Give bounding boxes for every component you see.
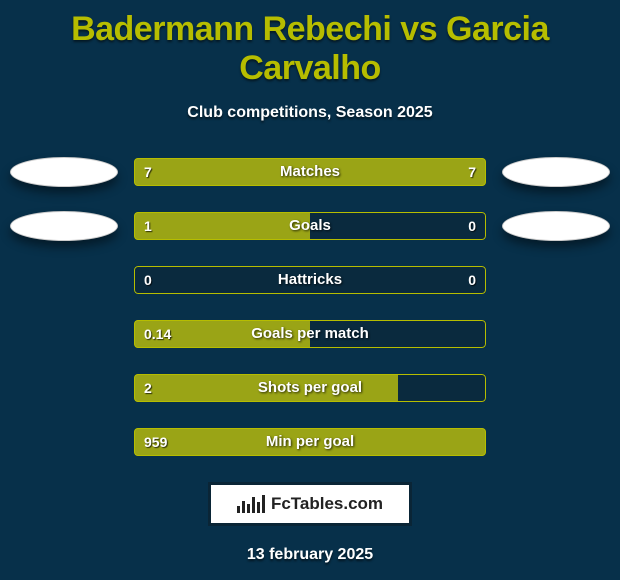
right-pill [502,211,610,241]
right-fill [310,374,398,402]
right-value [466,320,486,348]
right-fill [310,428,486,456]
stat-row: Shots per goal2 [0,374,620,402]
left-pill [10,211,118,241]
stat-bar: Hattricks00 [134,266,486,294]
page-title: Badermann Rebechi vs Garcia Carvalho [0,0,620,88]
left-value: 0 [134,266,162,294]
left-pill [10,157,118,187]
stat-row: Goals10 [0,212,620,240]
right-value: 7 [458,158,486,186]
fctables-logo[interactable]: FcTables.com [208,482,412,526]
right-value [466,374,486,402]
left-value: 0.14 [134,320,181,348]
left-value: 1 [134,212,162,240]
right-pill [502,157,610,187]
stat-row: Min per goal959 [0,428,620,456]
stat-bar: Min per goal959 [134,428,486,456]
logo-text: FcTables.com [271,494,383,514]
stat-row: Matches77 [0,158,620,186]
stat-bar: Shots per goal2 [134,374,486,402]
right-value [466,428,486,456]
stat-row: Hattricks00 [0,266,620,294]
left-value: 2 [134,374,162,402]
left-value: 7 [134,158,162,186]
stat-bar: Goals per match0.14 [134,320,486,348]
stat-bar: Goals10 [134,212,486,240]
stat-row: Goals per match0.14 [0,320,620,348]
date-label: 13 february 2025 [0,546,620,564]
stat-bar: Matches77 [134,158,486,186]
stats-container: Matches77Goals10Hattricks00Goals per mat… [0,158,620,456]
subtitle: Club competitions, Season 2025 [0,104,620,122]
bar-chart-icon [237,495,265,513]
right-value: 0 [458,266,486,294]
right-value: 0 [458,212,486,240]
left-value: 959 [134,428,177,456]
